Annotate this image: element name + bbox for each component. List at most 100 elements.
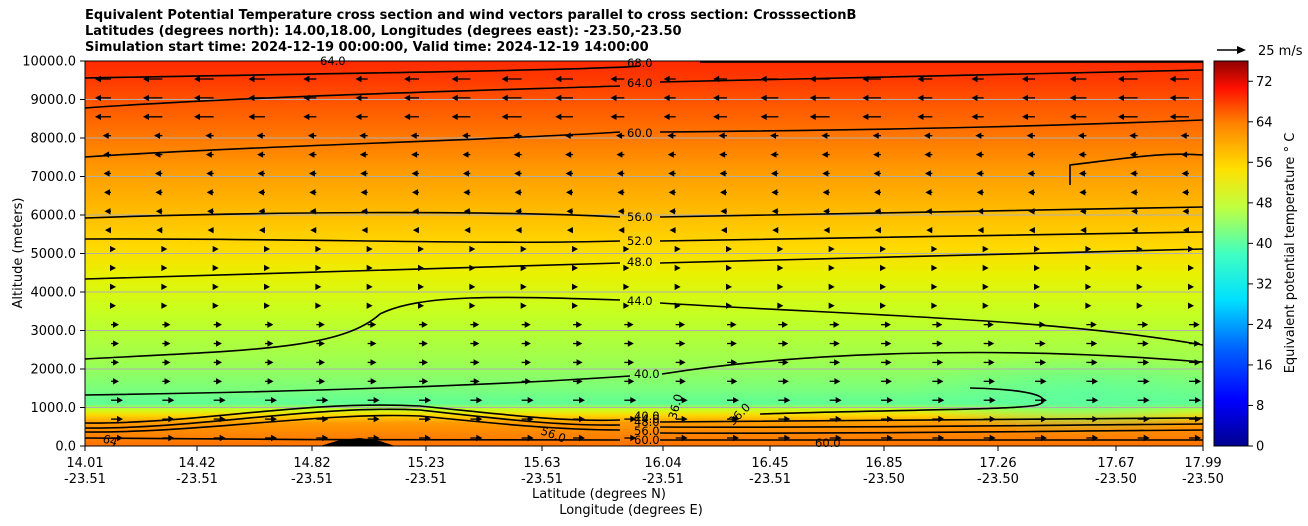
wind-vector-head	[418, 302, 424, 309]
wind-vector-head	[782, 340, 789, 347]
wind-vector-head	[989, 378, 996, 385]
wind-vector-head	[248, 113, 255, 120]
wind-vector-head	[1022, 113, 1029, 120]
wind-vector-head	[104, 208, 111, 215]
y-tick-label: 9000.0	[31, 93, 77, 108]
wind-vector-head	[1040, 359, 1047, 366]
wind-vector-head	[1143, 378, 1150, 385]
wind-vector-head	[924, 151, 931, 158]
wind-vector-head	[501, 75, 508, 83]
quiver-key-label: 25 m/s	[1258, 44, 1303, 59]
wind-vector-head	[310, 226, 317, 234]
wind-vector-head	[1079, 189, 1086, 196]
wind-vector-head	[576, 359, 583, 366]
wind-vector-head	[617, 208, 624, 215]
wind-vector-head	[880, 264, 886, 272]
wind-vector-head	[726, 245, 732, 253]
wind-vector-head	[315, 245, 322, 253]
wind-vector-head	[264, 264, 270, 272]
colorbar-tick-label: 40	[1256, 237, 1273, 252]
wind-vector-head	[618, 226, 625, 234]
wind-vector-head	[205, 151, 212, 158]
wind-vector-head	[248, 75, 255, 83]
x-tick-label-lat: 14.82	[293, 456, 330, 471]
wind-vector-head	[212, 283, 219, 291]
wind-vector-head	[718, 132, 725, 139]
x-tick-label-lat: 17.26	[979, 456, 1016, 471]
wind-vector-head	[1142, 340, 1149, 347]
wind-vector-head	[1069, 75, 1076, 83]
wind-vector-head	[95, 94, 101, 102]
wind-vector-head	[155, 208, 162, 215]
wind-vector-head	[987, 321, 994, 328]
wind-vector-head	[308, 170, 315, 177]
wind-vector-head	[1090, 321, 1097, 328]
wind-vector-head	[777, 245, 784, 253]
wind-vector-head	[267, 321, 274, 328]
wind-vector-head	[1129, 132, 1136, 139]
wind-vector-head	[271, 415, 277, 423]
wind-vector-head	[668, 189, 675, 196]
wind-vector-head	[610, 94, 617, 102]
wind-vector-head	[1085, 302, 1092, 309]
wind-vector-head	[926, 226, 933, 234]
wind-vector-head	[366, 245, 373, 253]
wind-vector-head	[627, 340, 634, 347]
wind-vector-head	[219, 397, 226, 404]
x-tick-label-lon: -23.51	[521, 472, 563, 487]
wind-vector-head	[772, 226, 779, 234]
contour-label: 64	[101, 432, 119, 450]
wind-vector-head	[464, 226, 471, 234]
wind-vector-head	[1091, 359, 1098, 366]
wind-vector-head	[164, 359, 171, 366]
x-tick-label-lat: 14.42	[178, 456, 215, 471]
wind-vector-head	[469, 245, 476, 253]
wind-vector-head	[681, 397, 688, 404]
wind-vector-head	[971, 94, 978, 102]
contour-label: 56.0	[627, 210, 653, 224]
wind-vector-head	[303, 75, 310, 83]
wind-vector-head	[834, 378, 841, 385]
wind-vector-head	[668, 170, 675, 177]
wind-vector-head	[777, 302, 784, 309]
wind-vector-head	[874, 189, 881, 196]
wind-vector-head	[674, 264, 681, 272]
wind-vector-head	[1193, 321, 1200, 328]
wind-vector-head	[370, 321, 377, 328]
wind-vector-head	[760, 113, 767, 120]
wind-vector-head	[515, 208, 522, 215]
wind-vector-head	[473, 340, 480, 347]
wind-vector-head	[264, 245, 270, 253]
wind-vector-head	[1092, 378, 1099, 385]
wind-vector-head	[212, 245, 219, 253]
wind-vector-head	[318, 340, 325, 347]
wind-vector-head	[731, 378, 738, 385]
wind-vector-head	[873, 151, 880, 158]
wind-vector-head	[451, 113, 458, 120]
wind-vector-head	[207, 226, 214, 234]
wind-vector-head	[937, 378, 944, 385]
wind-vector-head	[318, 321, 325, 328]
wind-vector-head	[110, 264, 116, 272]
wind-vector-head	[566, 189, 573, 196]
wind-vector-head	[623, 245, 630, 253]
wind-vector-head	[931, 302, 938, 309]
x-tick-label-lat: 17.99	[1184, 456, 1221, 471]
wind-vector-head	[623, 283, 630, 291]
wind-vector-head	[366, 302, 373, 309]
wind-vector-head	[476, 397, 483, 404]
wind-vector-head	[264, 302, 270, 309]
wind-vector-head	[102, 132, 109, 139]
wind-vector-head	[982, 264, 989, 272]
wind-vector-head	[404, 113, 411, 120]
wind-vector-head	[361, 226, 368, 234]
wind-vector-head	[206, 189, 213, 196]
wind-vector-head	[309, 189, 316, 196]
wind-vector-head	[373, 415, 380, 423]
wind-vector-head	[576, 340, 583, 347]
x-tick-label-lon: -23.51	[405, 472, 447, 487]
wind-vector-head	[566, 226, 573, 234]
wind-vector-head	[760, 94, 767, 102]
wind-vector-head	[1131, 208, 1138, 215]
wind-vector-head	[1131, 226, 1138, 234]
